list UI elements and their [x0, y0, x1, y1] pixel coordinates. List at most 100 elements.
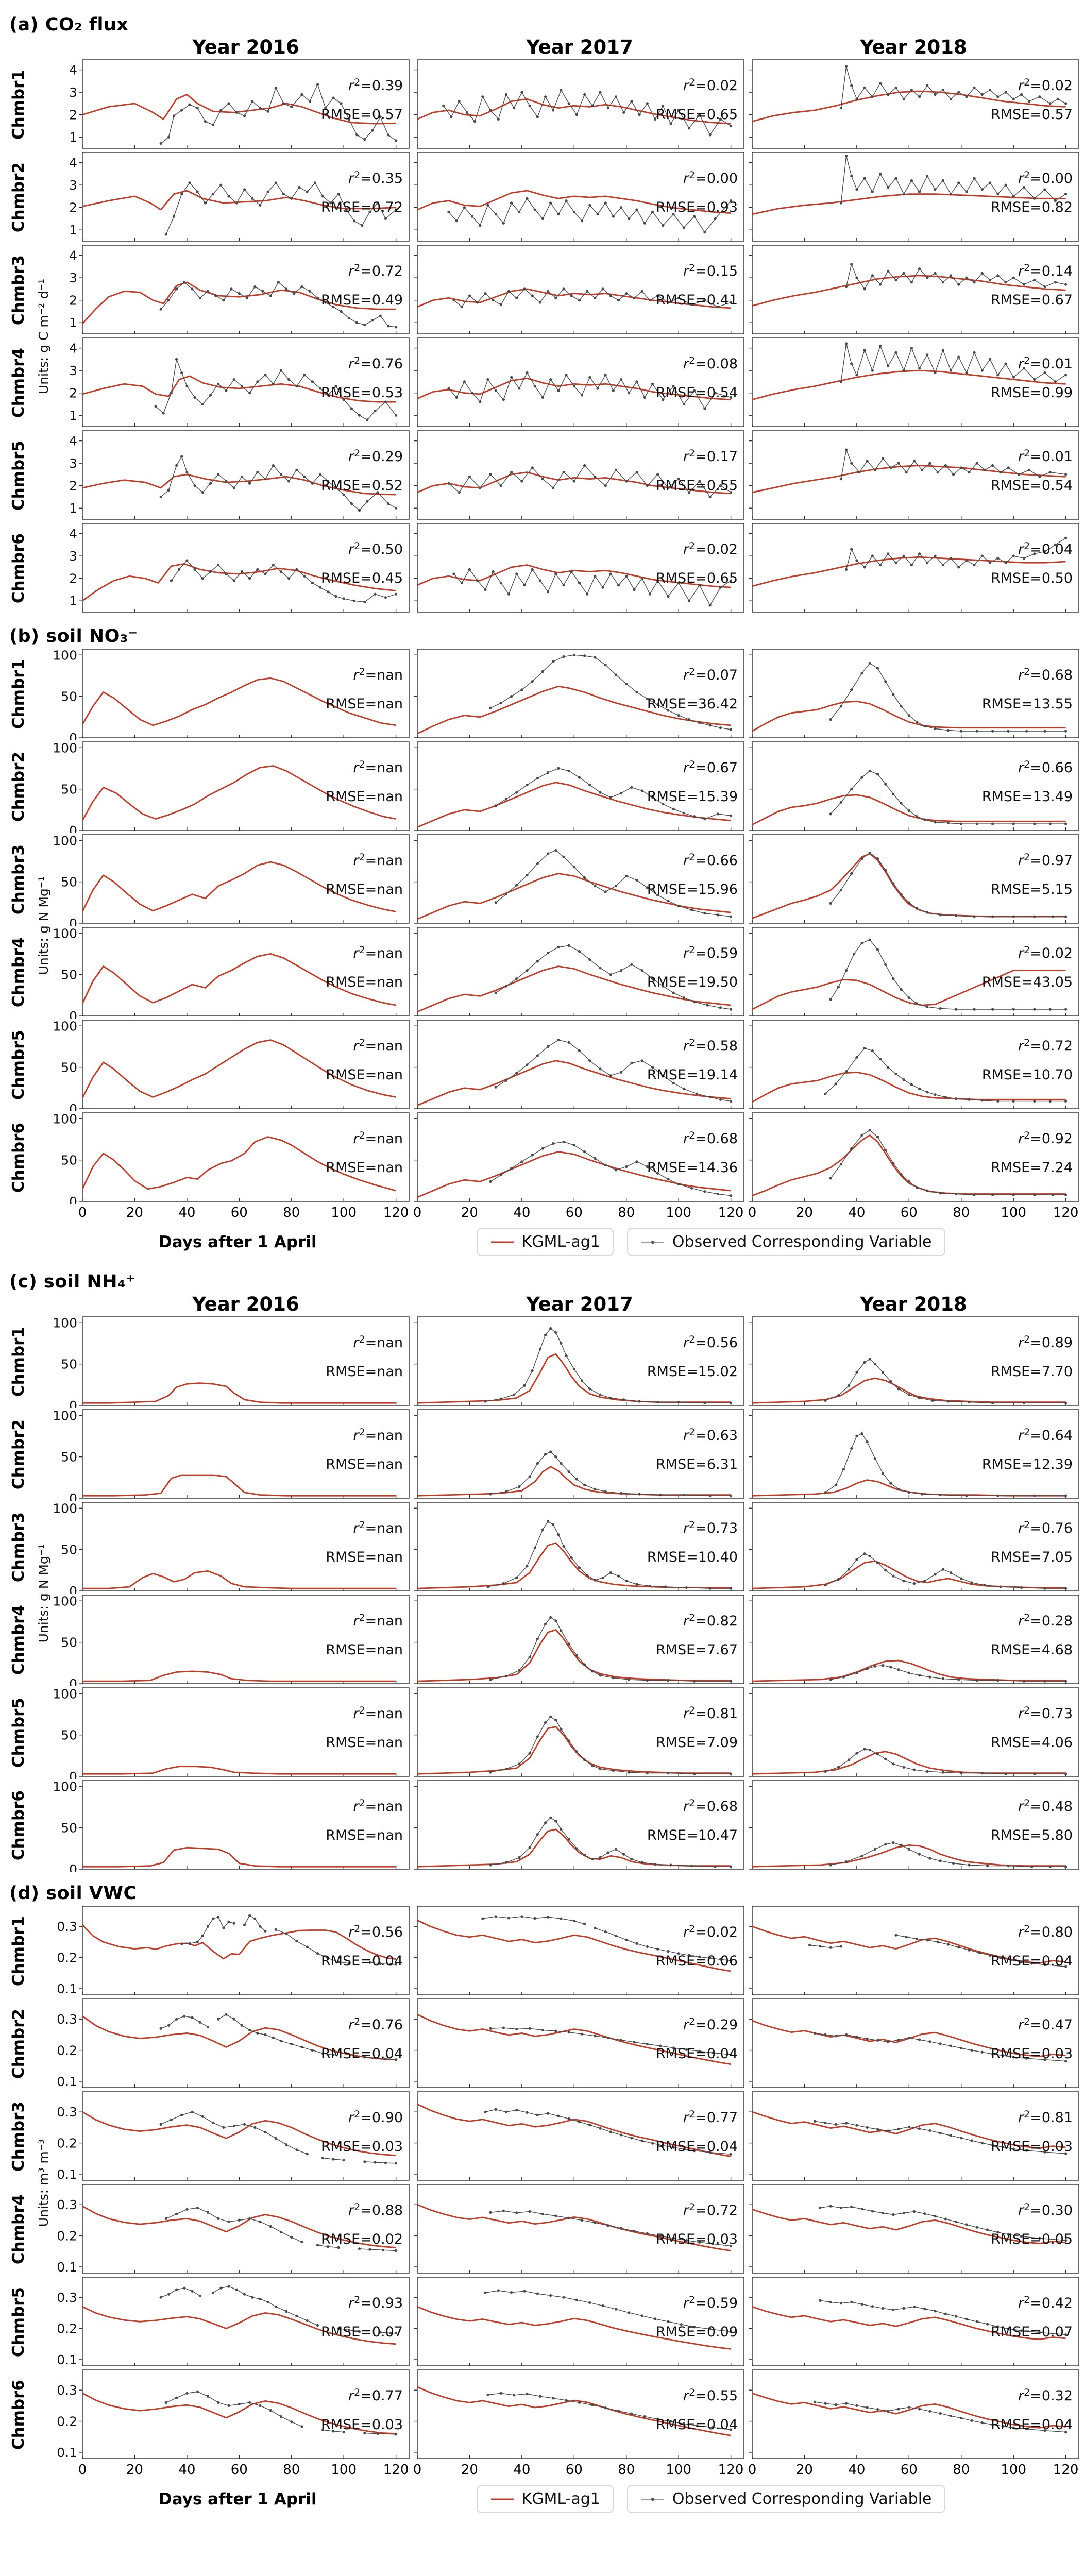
- r2-annotation: r2=0.28: [1018, 1612, 1073, 1629]
- obs-marker: [455, 396, 458, 399]
- obs-marker: [554, 2214, 557, 2217]
- obs-marker: [287, 378, 291, 381]
- obs-marker: [902, 272, 905, 275]
- obs-marker: [662, 398, 665, 401]
- r2-annotation: r2=0.73: [683, 1519, 738, 1536]
- obs-marker: [544, 1453, 547, 1456]
- obs-marker: [677, 904, 680, 907]
- obs-marker: [222, 2126, 225, 2129]
- rmse-annotation: RMSE=0.03: [321, 2139, 403, 2155]
- obs-marker: [567, 2117, 570, 2121]
- rmse-value: nan: [377, 1364, 403, 1380]
- obs-marker: [557, 389, 560, 392]
- obs-marker: [599, 1767, 602, 1771]
- obs-marker: [272, 564, 275, 567]
- obs-marker: [892, 693, 895, 696]
- obs-marker: [711, 2051, 714, 2054]
- obs-marker: [980, 369, 984, 372]
- obs-marker: [923, 1580, 926, 1583]
- obs-marker: [352, 2055, 356, 2058]
- obs-marker: [907, 809, 910, 812]
- obs-marker: [887, 185, 890, 189]
- r2-value: 0.93: [372, 2295, 403, 2311]
- obs-marker: [232, 2018, 235, 2021]
- row-label-text: Chmbr5: [9, 1029, 28, 1100]
- obs-marker: [531, 1369, 534, 1372]
- obs-line: [831, 1665, 1066, 1682]
- obs-marker: [538, 1348, 541, 1351]
- obs-marker: [991, 2053, 994, 2056]
- obs-marker: [520, 91, 523, 94]
- obs-marker: [716, 913, 719, 917]
- obs-marker: [447, 387, 450, 390]
- obs-marker: [604, 890, 607, 893]
- obs-marker: [915, 720, 919, 724]
- rmse-annotation: RMSE=0.72: [321, 199, 403, 215]
- obs-marker: [829, 1946, 832, 1949]
- obs-line: [825, 1553, 1066, 1589]
- axes-frame: [752, 152, 1079, 242]
- obs-marker: [609, 1396, 612, 1400]
- obs-marker: [463, 380, 466, 383]
- obs-marker: [327, 2245, 330, 2248]
- axes-frame: [82, 1020, 410, 1109]
- rmse-value: 0.04: [1042, 1953, 1073, 1969]
- obs-marker: [489, 706, 492, 709]
- obs-marker: [682, 1494, 685, 1497]
- obs-marker: [554, 1820, 557, 1823]
- obs-marker: [845, 2402, 848, 2405]
- obs-marker: [552, 109, 555, 112]
- obs-marker: [669, 1863, 672, 1867]
- obs-marker: [719, 726, 722, 730]
- obs-marker: [876, 2039, 879, 2042]
- obs-marker: [868, 851, 871, 854]
- axes-frame: [417, 1780, 744, 1870]
- obs-marker: [591, 2403, 594, 2406]
- axes-frame: [417, 430, 744, 520]
- obs-marker: [504, 1767, 507, 1771]
- obs-marker: [708, 724, 712, 727]
- obs-marker: [730, 1959, 733, 1962]
- obs-marker: [808, 1943, 811, 1946]
- obs-marker: [640, 577, 643, 580]
- obs-marker: [609, 973, 612, 976]
- obs-marker: [547, 290, 550, 293]
- obs-marker: [259, 2297, 262, 2300]
- obs-marker: [989, 358, 992, 361]
- r2-annotation: r2=0.72: [348, 262, 403, 279]
- obs-marker: [677, 1401, 680, 1404]
- obs-marker: [513, 107, 516, 110]
- row-label-chmbr1: Chmbr1: [4, 1905, 33, 1997]
- obs-marker: [926, 561, 929, 564]
- r2-annotation: r2=nan: [353, 1798, 403, 1815]
- obs-marker: [523, 584, 526, 587]
- obs-marker: [502, 222, 505, 225]
- obs-marker: [264, 1929, 267, 1933]
- obs-marker: [201, 491, 204, 494]
- obs-line: [213, 2286, 318, 2326]
- rmse-annotation: RMSE=nan: [326, 1067, 403, 1083]
- axes-frame: [417, 1595, 744, 1684]
- obs-marker: [656, 473, 659, 476]
- obs-marker: [515, 884, 518, 887]
- row-label-text: Chmbr1: [9, 69, 28, 140]
- obs-marker: [347, 1962, 350, 1965]
- obs-marker: [685, 2239, 688, 2242]
- r2-value: nan: [377, 1428, 403, 1444]
- obs-marker: [839, 2302, 842, 2305]
- obs-marker: [225, 572, 228, 575]
- y-tick-label: 3: [69, 456, 77, 471]
- obs-marker: [633, 588, 636, 591]
- row-label-chmbr5: Chmbr5: [4, 429, 33, 522]
- obs-marker: [363, 324, 366, 327]
- r2-value: 0.56: [372, 1924, 403, 1940]
- obs-marker: [719, 117, 722, 121]
- obs-marker: [829, 902, 832, 905]
- obs-marker: [989, 181, 992, 184]
- obs-marker: [510, 695, 513, 698]
- obs-marker: [293, 292, 296, 295]
- axes-frame: [752, 834, 1079, 924]
- r2-value: 0.59: [707, 945, 738, 961]
- rmse-annotation: RMSE=nan: [326, 789, 403, 805]
